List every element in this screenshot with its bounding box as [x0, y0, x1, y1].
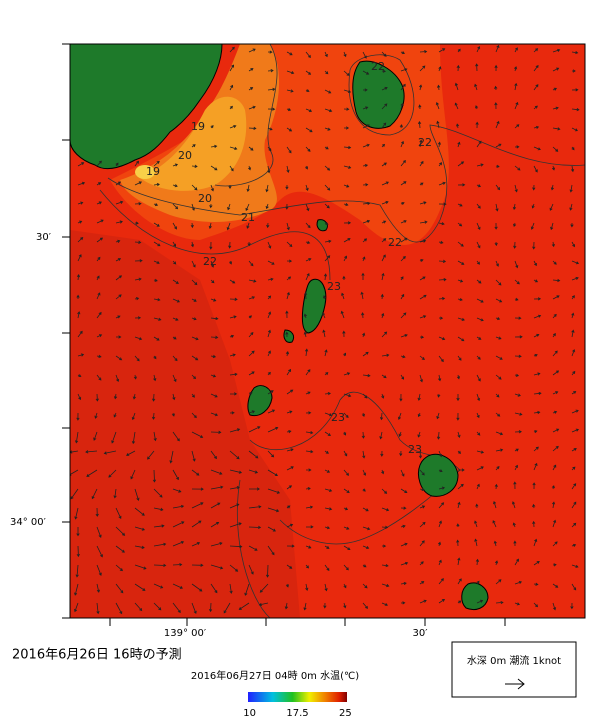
- lon-label: 30′: [413, 628, 429, 639]
- land: [70, 44, 489, 611]
- legend-box: [451, 641, 577, 698]
- subtitle: 2016年06月27日 04時 0m 水温(℃): [191, 669, 359, 682]
- contour-label: 22: [418, 136, 432, 149]
- contour-label: 23: [408, 443, 422, 456]
- title: 2016年6月26日 16時の予測: [12, 648, 182, 663]
- legend-arrow: [505, 678, 525, 690]
- map-area: [70, 44, 585, 618]
- legend-label: 水深 0m 潮流 1knot: [467, 654, 561, 667]
- contour-label: 19: [191, 120, 205, 133]
- contour-label: 21: [241, 211, 255, 224]
- sea-dark: [70, 230, 300, 618]
- contour-label: 22: [388, 236, 402, 249]
- contour-label: 22: [203, 255, 217, 268]
- contour-label: 23: [327, 280, 341, 293]
- contour-label-group: 19 20 19 20 21 22 22 22 22 23 23 23: [146, 60, 432, 456]
- contour-label: 22: [371, 60, 385, 73]
- colorbar: [248, 692, 347, 702]
- map-frame: [69, 43, 586, 619]
- sea-light-orange: [140, 96, 247, 191]
- contour-label: 23: [331, 411, 345, 424]
- colorbar-tick-label: 10: [243, 708, 256, 719]
- sea-yellow: [135, 165, 155, 179]
- current-arrows: [70, 44, 580, 615]
- colorbar-ticks: 10 17.5 25: [243, 708, 351, 719]
- contour-label: 19: [146, 165, 160, 178]
- colorbar-tick-label: 17.5: [286, 708, 308, 719]
- frame-ticks: [62, 43, 506, 626]
- lat-label: 30′: [36, 232, 52, 243]
- lon-label: 139° 00′: [164, 628, 207, 639]
- contour-label: 20: [178, 149, 192, 162]
- lat-label: 34° 00′: [10, 517, 47, 528]
- colorbar-tick-label: 25: [339, 708, 352, 719]
- contour-label: 20: [198, 192, 212, 205]
